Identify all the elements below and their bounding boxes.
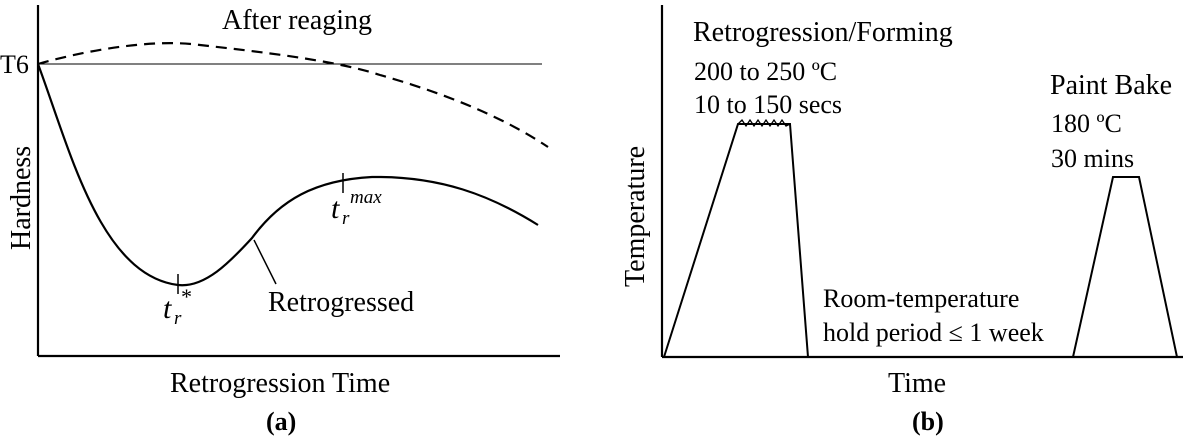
retrogressed-leader <box>253 239 277 285</box>
panel-b-x-axis-label: Time <box>888 368 946 399</box>
t6-label: T6 <box>0 50 29 79</box>
panel-a-caption: (a) <box>266 407 296 436</box>
paint-bake-duration: 30 mins <box>1051 144 1134 173</box>
room-temp-line1: Room-temperature <box>823 284 1019 313</box>
after-reaging-curve <box>37 42 549 148</box>
retrogressed-curve <box>36 63 539 287</box>
t-min-sub: r <box>174 308 182 329</box>
panel-b-y-axis-label: Temperature <box>620 146 651 287</box>
retrogression-duration: 10 to 150 secs <box>694 90 842 119</box>
panel-a-x-axis-label: Retrogression Time <box>170 368 390 399</box>
t-max-sub: r <box>342 208 350 229</box>
t-min-label: t r * <box>163 284 191 329</box>
retrogression-profile <box>663 123 809 358</box>
after-reaging-label: After reaging <box>222 5 372 36</box>
t-min-base: t <box>163 292 172 325</box>
forming-zigzag <box>737 118 791 128</box>
panel-b-caption: (b) <box>912 407 944 436</box>
retrogression-temperature: 200 to 250 ºC <box>694 57 837 86</box>
paint-bake-profile <box>1072 176 1178 358</box>
panel-a: T6 After reaging Retrogressed Hardness R… <box>0 5 560 436</box>
paint-bake-title: Paint Bake <box>1050 70 1172 101</box>
retrogression-title: Retrogression/Forming <box>693 17 953 48</box>
t-max-sup: max <box>350 187 382 208</box>
panel-a-y-axis-label: Hardness <box>6 146 37 250</box>
panel-b: Retrogression/Forming 200 to 250 ºC 10 t… <box>620 5 1183 436</box>
t-max-base: t <box>331 192 340 225</box>
retrogressed-label: Retrogressed <box>268 287 414 318</box>
t-max-label: t r max <box>331 187 382 229</box>
paint-bake-temperature: 180 ºC <box>1051 109 1122 138</box>
room-temp-line2: hold period ≤ 1 week <box>823 318 1044 347</box>
t-min-sup: * <box>180 284 191 309</box>
